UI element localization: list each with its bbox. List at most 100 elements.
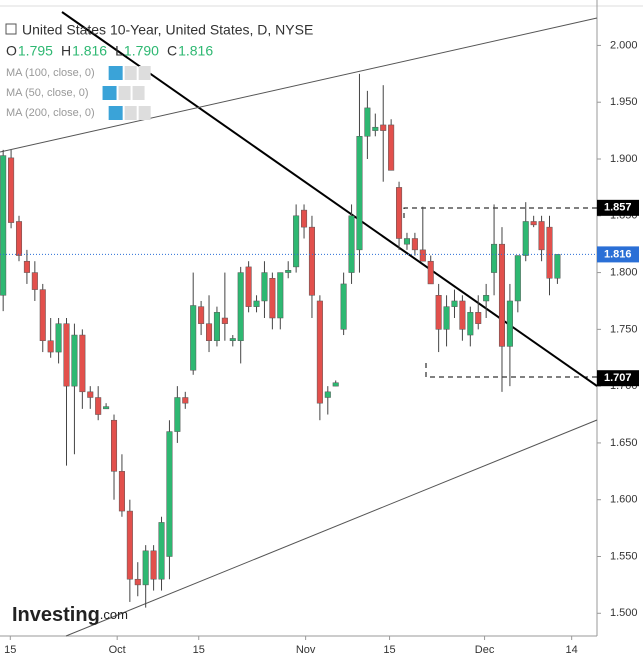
candle-body	[451, 300, 458, 307]
ohlc-key: L	[115, 43, 123, 59]
candle-body	[372, 126, 379, 131]
candle-body	[554, 254, 561, 279]
ohlc-value: 1.816	[178, 43, 213, 59]
candle-body	[419, 249, 426, 262]
candle-body	[467, 312, 474, 336]
candle-body	[491, 243, 498, 273]
price-tag	[597, 370, 639, 387]
candle-body	[301, 209, 308, 228]
candle-body	[293, 215, 300, 268]
indicator-label: MA (50, close, 0)	[6, 87, 89, 99]
candle-body	[150, 550, 157, 580]
indicator-settings[interactable]	[118, 86, 131, 100]
candle-body	[411, 238, 418, 251]
chart-title: United States 10-Year, United States, D,…	[22, 22, 313, 38]
candle-body	[158, 522, 165, 580]
y-tick-label: 1.950	[610, 96, 638, 108]
candle-body	[174, 397, 181, 432]
candle-body	[277, 272, 284, 319]
candle-body	[118, 471, 125, 512]
candle-body	[316, 300, 323, 404]
candle-body	[8, 157, 15, 223]
x-tick-label: 15	[4, 644, 16, 656]
x-tick-label: Oct	[109, 644, 126, 656]
candle-body	[103, 406, 110, 410]
y-tick-label: 1.800	[610, 266, 638, 278]
ohlc-key: C	[167, 43, 177, 59]
y-tick-label: 1.900	[610, 153, 638, 165]
price-tag-label: 1.816	[604, 248, 632, 260]
price-tag	[597, 246, 639, 263]
candle-body	[206, 323, 213, 341]
x-tick-label: 14	[566, 644, 578, 656]
x-tick-label: Nov	[296, 644, 316, 656]
channel-upper	[0, 17, 598, 153]
price-tag-label: 1.857	[604, 202, 632, 214]
candle-body	[55, 323, 62, 353]
candle-body	[198, 306, 205, 324]
candle-body	[459, 300, 466, 330]
candle-body	[506, 300, 513, 347]
candle-body	[166, 431, 173, 557]
ohlc-value: 1.816	[72, 43, 107, 59]
candle-body	[522, 221, 529, 256]
candle-body	[182, 397, 189, 404]
indicator-visibility[interactable]	[102, 86, 117, 100]
candle-body	[71, 334, 78, 387]
indicator-label: MA (200, close, 0)	[6, 107, 95, 119]
price-tag	[597, 199, 639, 216]
candle-body	[0, 155, 7, 296]
indicator-settings[interactable]	[124, 106, 137, 120]
candle-body	[403, 238, 410, 245]
range-bottom	[425, 362, 597, 378]
candle-body	[546, 226, 553, 279]
candle-body	[498, 243, 506, 347]
candle-body	[396, 187, 403, 239]
indicator-remove[interactable]	[132, 86, 145, 100]
candle-body	[95, 397, 102, 415]
collapse-icon[interactable]	[5, 23, 17, 35]
indicator-settings[interactable]	[124, 66, 137, 80]
candle-body	[530, 221, 537, 226]
indicators: MA (100, close, 0) MA (50, close, 0) MA (2…	[6, 66, 151, 120]
x-tick-label: 15	[193, 644, 205, 656]
candle-body	[110, 419, 118, 472]
candle-body	[348, 215, 355, 273]
candle-body	[79, 334, 86, 393]
x-tick-label: 15	[383, 644, 395, 656]
y-tick-label: 1.550	[610, 550, 638, 562]
y-tick-label: 1.500	[610, 607, 638, 619]
indicator-label: MA (100, close, 0)	[6, 67, 95, 79]
candle-body	[126, 510, 133, 580]
candle-body	[237, 272, 244, 341]
indicator-visibility[interactable]	[108, 106, 123, 120]
candle-body	[388, 124, 395, 171]
price-tag-label: 1.707	[604, 372, 632, 384]
candle-body	[190, 305, 197, 371]
ohlc-value: 1.790	[124, 43, 159, 59]
candle-body	[269, 278, 276, 319]
candle-body	[229, 338, 236, 341]
candle-body	[23, 260, 30, 273]
candle-body	[514, 255, 521, 302]
y-tick-label: 1.750	[610, 323, 638, 335]
channel-lower	[65, 419, 598, 637]
candle-body	[87, 391, 94, 398]
candle-body	[285, 270, 292, 273]
indicator-remove[interactable]	[138, 106, 151, 120]
range-top	[403, 207, 597, 222]
candle-body	[483, 295, 490, 302]
ohlc-value: 1.795	[18, 43, 53, 59]
indicator-remove[interactable]	[138, 66, 151, 80]
ohlc-key: O	[6, 43, 17, 59]
indicator-visibility[interactable]	[108, 66, 123, 80]
logo-text: Investing	[12, 604, 100, 626]
candle-body	[39, 289, 46, 341]
logo: Investing.com	[12, 604, 128, 626]
candle-body	[364, 107, 371, 137]
candle-body	[332, 382, 339, 387]
candle-body	[356, 136, 363, 251]
ohlc-key: H	[61, 43, 71, 59]
